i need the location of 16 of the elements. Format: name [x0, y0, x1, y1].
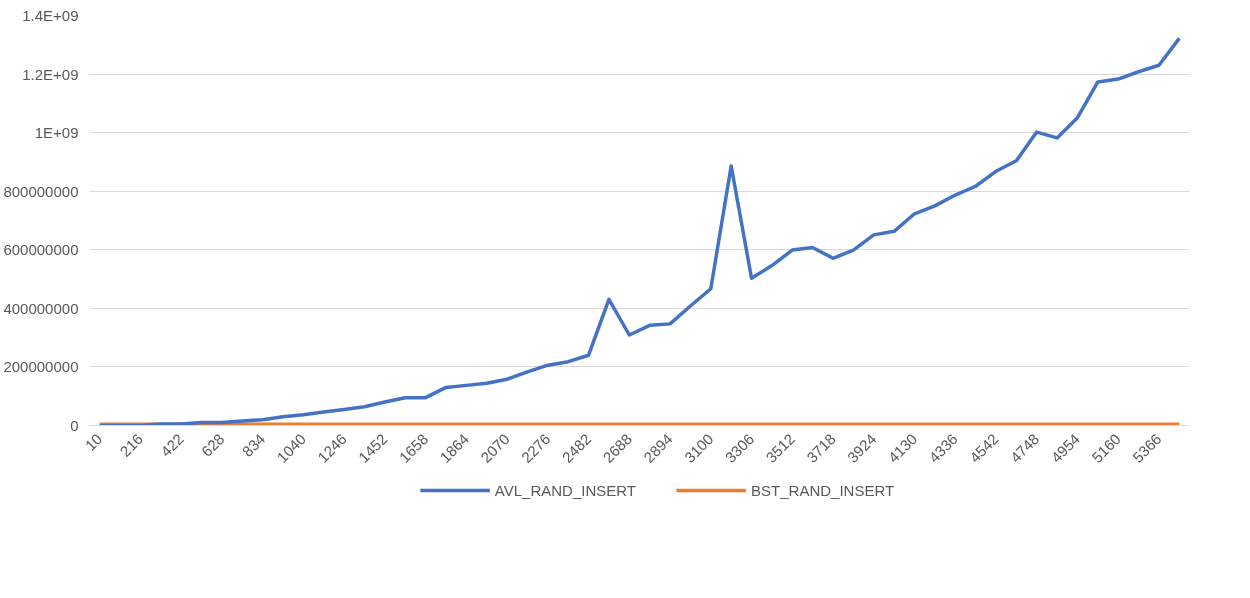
legend-label: AVL_RAND_INSERT: [494, 481, 637, 499]
y-tick-label: 1.2E+09: [22, 65, 79, 83]
x-tick-label: 422: [157, 430, 187, 460]
y-tick-label: 400000000: [3, 299, 79, 317]
x-tick-label: 216: [116, 430, 147, 460]
y-tick-label: 200000000: [3, 358, 79, 376]
y-tick-label: 1E+09: [34, 124, 79, 142]
x-tick-label: 10: [81, 430, 106, 454]
x-tick-label: 834: [238, 430, 269, 460]
y-tick-label: 1.4E+09: [22, 7, 79, 24]
legend-label: BST_RAND_INSERT: [751, 481, 895, 499]
y-tick-label: 600000000: [3, 241, 79, 259]
x-tick-label: 628: [197, 430, 228, 460]
line-series: [97, 36, 1182, 426]
y-tick-label: 0: [70, 417, 79, 434]
y-tick-label: 800000000: [3, 182, 79, 200]
